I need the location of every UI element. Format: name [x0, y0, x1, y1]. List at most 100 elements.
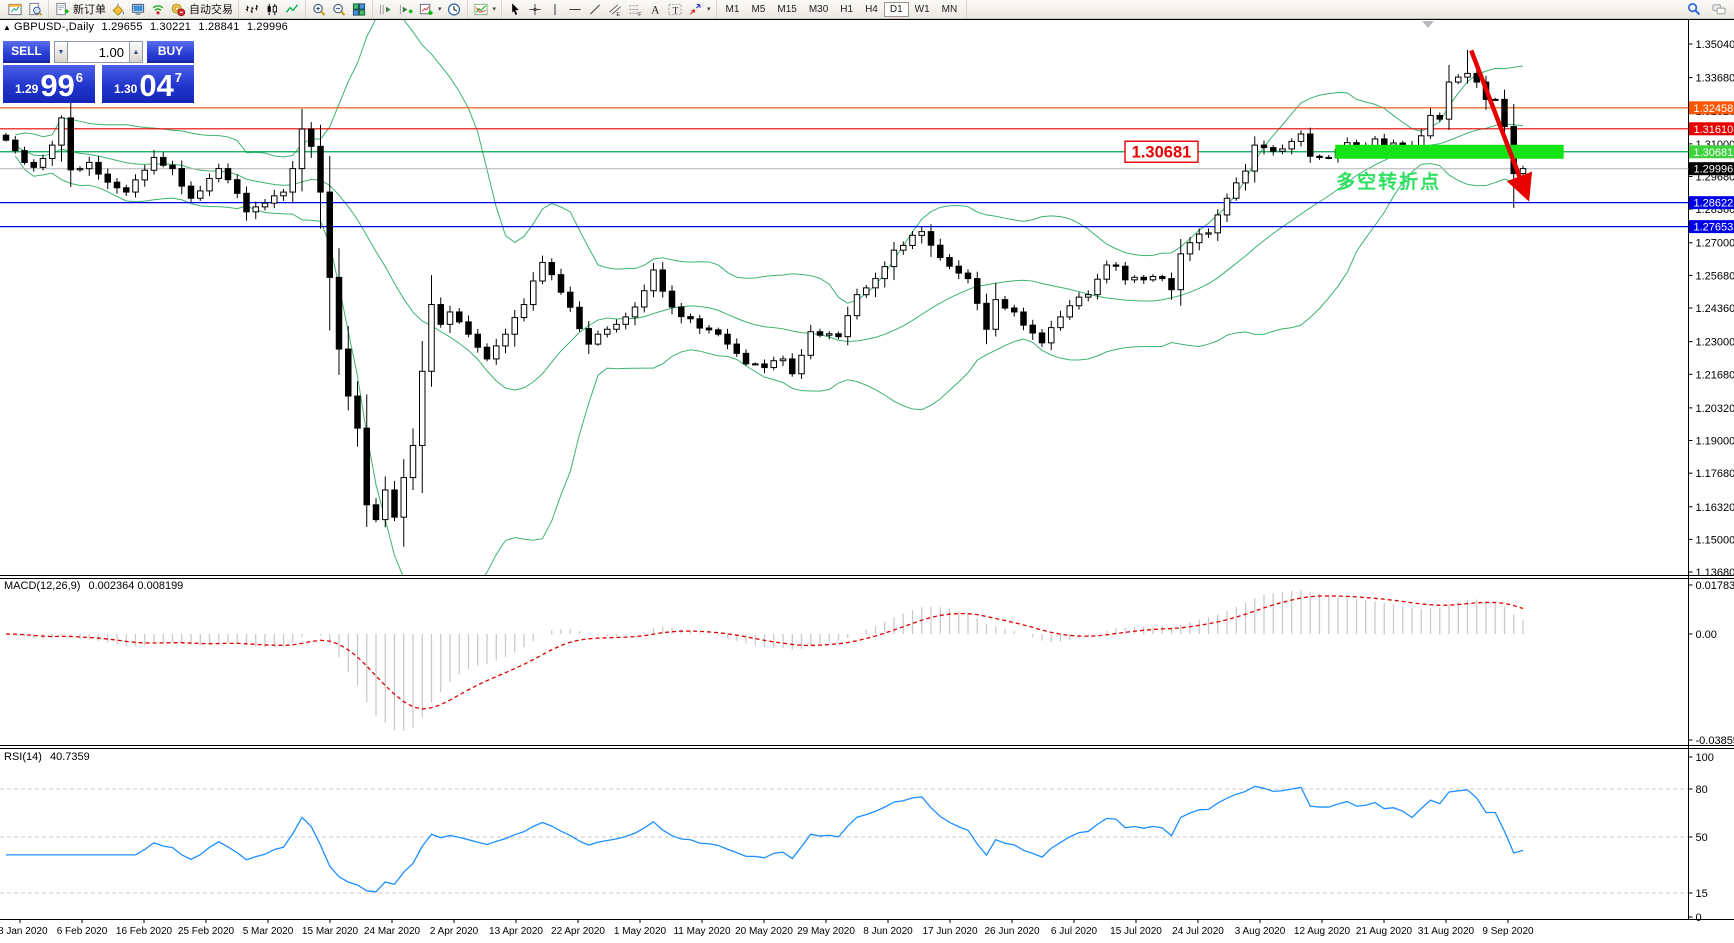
new-order-button-label: 新订单	[73, 4, 106, 16]
svg-text:1.23000: 1.23000	[1696, 337, 1734, 349]
svg-text:15 Mar 2020: 15 Mar 2020	[302, 926, 359, 937]
rsi-axis-tick: 50	[1696, 832, 1708, 844]
svg-text:1.32458: 1.32458	[1694, 103, 1734, 115]
rsi-axis-tick: 15	[1696, 888, 1708, 900]
volume-increase-button[interactable]: ▲	[129, 41, 143, 63]
price-callout-box[interactable]	[1124, 140, 1199, 163]
timeframe-w1[interactable]: W1	[914, 3, 930, 15]
chevron-down-icon[interactable]: ▾	[492, 6, 497, 13]
clock-button[interactable]	[444, 1, 464, 18]
candles-chart-button[interactable]	[262, 1, 282, 18]
candles-chart-icon	[267, 3, 277, 15]
date-axis[interactable]: 28 Jan 2020 6 Feb 2020 16 Feb 2020 25 Feb 2…	[0, 919, 1534, 938]
svg-text:F: F	[638, 12, 642, 17]
timeframe-m15[interactable]: M15	[777, 3, 797, 15]
timeframe-m1[interactable]: M1	[725, 3, 740, 15]
price-callout-text: 1.30681	[1132, 143, 1192, 161]
buy-price-main: 04	[139, 68, 174, 103]
svg-text:25 Feb 2020: 25 Feb 2020	[178, 926, 235, 937]
chevron-down-icon[interactable]: ▾	[438, 6, 442, 13]
price-axis[interactable]: 1.350401.336801.323201.310001.296801.283…	[1688, 39, 1734, 579]
buy-price-display[interactable]: 1.30 04 7	[102, 65, 194, 103]
tile-windows-button[interactable]	[349, 1, 369, 18]
new-chart-window-button[interactable]	[5, 1, 25, 18]
line-chart-button[interactable]	[282, 1, 302, 18]
signal-button[interactable]	[148, 1, 168, 18]
timeframe-m5[interactable]: M5	[751, 3, 766, 15]
new-chart-plus-button[interactable]: ▾	[416, 1, 444, 18]
zoom-out-icon	[333, 3, 346, 16]
timeframe-m30[interactable]: M30	[808, 3, 829, 15]
one-click-panel-toggle[interactable]: ▲	[3, 23, 11, 32]
hline-button[interactable]	[565, 1, 585, 18]
terminal-button[interactable]	[128, 1, 148, 18]
svg-text:1.25680: 1.25680	[1696, 270, 1734, 282]
search-button[interactable]	[1684, 1, 1704, 18]
fibo-button[interactable]: F	[625, 1, 645, 18]
zoom-in-button[interactable]	[309, 1, 329, 18]
macd-pane-label: MACD(12,26,9) 0.002364 0.008199	[4, 580, 188, 592]
level-badge	[1689, 145, 1734, 159]
sell-price-pipette: 6	[75, 70, 84, 85]
trendline-button[interactable]	[585, 1, 605, 18]
ohlc-high: 1.30221	[149, 21, 192, 33]
new-chart-window-icon	[8, 3, 22, 15]
turning-point-text[interactable]: 多空转折点	[1336, 170, 1441, 193]
label-t-button[interactable]: T	[665, 1, 685, 18]
macd-name: MACD(12,26,9)	[4, 580, 81, 592]
sell-price-display[interactable]: 1.29 99 6	[3, 65, 95, 103]
crosshair-button[interactable]	[525, 1, 545, 18]
svg-text:1.27000: 1.27000	[1696, 238, 1734, 250]
timeframe-mn[interactable]: MN	[941, 3, 958, 15]
doc-plus-icon	[56, 2, 69, 15]
timeframe-h4[interactable]: H4	[865, 3, 878, 15]
ohlc-close: 1.29996	[246, 21, 288, 33]
svg-text:12 Aug 2020: 12 Aug 2020	[1294, 926, 1351, 937]
timeframe-d1[interactable]: D1	[883, 1, 909, 17]
sell-button[interactable]: SELL	[3, 41, 50, 63]
chat-button[interactable]	[1709, 1, 1729, 18]
macd-values: 0.002364 0.008199	[88, 580, 184, 592]
cursor-button[interactable]	[505, 1, 525, 18]
autotrade-button-label: 自动交易	[189, 4, 233, 16]
one-click-trading-panel: SELL ▼ ▲ BUY 1.29 99 6 1.30 04 7	[3, 41, 194, 103]
zoom-out-button[interactable]	[329, 1, 349, 18]
timeframe-h1[interactable]: H1	[840, 3, 854, 15]
svg-text:24 Mar 2020: 24 Mar 2020	[364, 926, 421, 937]
arrows-tool-icon	[690, 3, 701, 15]
buy-button[interactable]: BUY	[147, 41, 194, 63]
candlesticks[interactable]	[2, 49, 1527, 547]
svg-text:1.35040: 1.35040	[1696, 39, 1734, 51]
step-chart-button[interactable]	[376, 1, 396, 18]
zoom-in-icon	[313, 3, 326, 16]
volume-input[interactable]	[68, 41, 129, 63]
level-badge	[1689, 122, 1734, 136]
level-badge	[1689, 196, 1734, 210]
macd-indicator	[5, 589, 1524, 732]
toolbar-group	[2, 0, 49, 18]
channel-icon: E	[609, 3, 621, 17]
indicators-button[interactable]: ▾	[471, 1, 499, 18]
crosshair-icon	[529, 3, 541, 15]
bars-chart-button[interactable]	[242, 1, 262, 18]
support-highlight-bar[interactable]	[1335, 144, 1564, 159]
bucket-button[interactable]	[108, 1, 128, 18]
channel-button[interactable]: E	[605, 1, 625, 18]
volume-decrease-button[interactable]: ▼	[54, 41, 68, 63]
arrows-tool-button[interactable]: ▾	[685, 1, 713, 18]
timeframe-group: M1 M5 M15 M30 H1 H4 D1 W1 MN	[717, 0, 968, 18]
print-preview-icon	[29, 2, 43, 16]
chart-shift-marker[interactable]	[1422, 21, 1434, 28]
print-preview-button[interactable]	[25, 1, 45, 18]
autotrade-button[interactable]: 自动交易	[168, 1, 235, 18]
vline-button[interactable]	[545, 1, 565, 18]
downtrend-arrow[interactable]	[1469, 49, 1533, 202]
rsi-name: RSI(14)	[4, 751, 42, 763]
text-a-button[interactable]: A	[645, 1, 665, 18]
vline-icon	[554, 3, 556, 15]
chevron-down-icon[interactable]: ▾	[707, 6, 711, 13]
step-chart-plus-button[interactable]	[396, 1, 416, 18]
new-order-button[interactable]: 新订单	[52, 1, 108, 18]
